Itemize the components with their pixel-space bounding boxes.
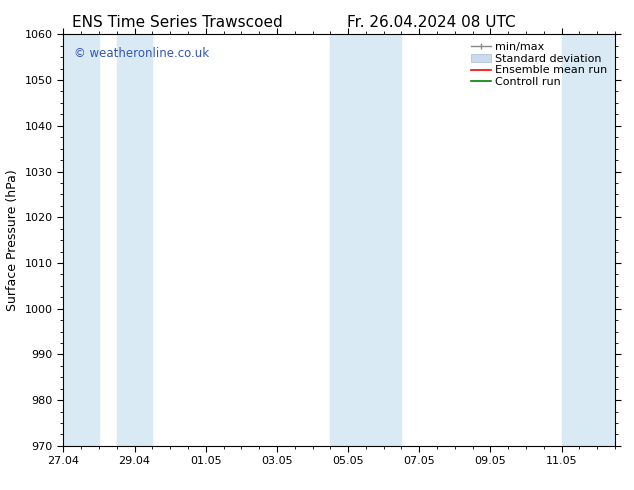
Text: Fr. 26.04.2024 08 UTC: Fr. 26.04.2024 08 UTC <box>347 15 515 30</box>
Bar <box>562 34 615 446</box>
Legend: min/max, Standard deviation, Ensemble mean run, Controll run: min/max, Standard deviation, Ensemble me… <box>469 40 609 89</box>
Bar <box>330 34 401 446</box>
Bar <box>63 34 99 446</box>
Text: ENS Time Series Trawscoed: ENS Time Series Trawscoed <box>72 15 283 30</box>
Y-axis label: Surface Pressure (hPa): Surface Pressure (hPa) <box>6 169 19 311</box>
Text: © weatheronline.co.uk: © weatheronline.co.uk <box>74 47 210 60</box>
Bar <box>117 34 152 446</box>
Title: ENS Time Series Trawscoed        Fr. 26.04.2024 08 UTC: ENS Time Series Trawscoed Fr. 26.04.2024… <box>0 489 1 490</box>
